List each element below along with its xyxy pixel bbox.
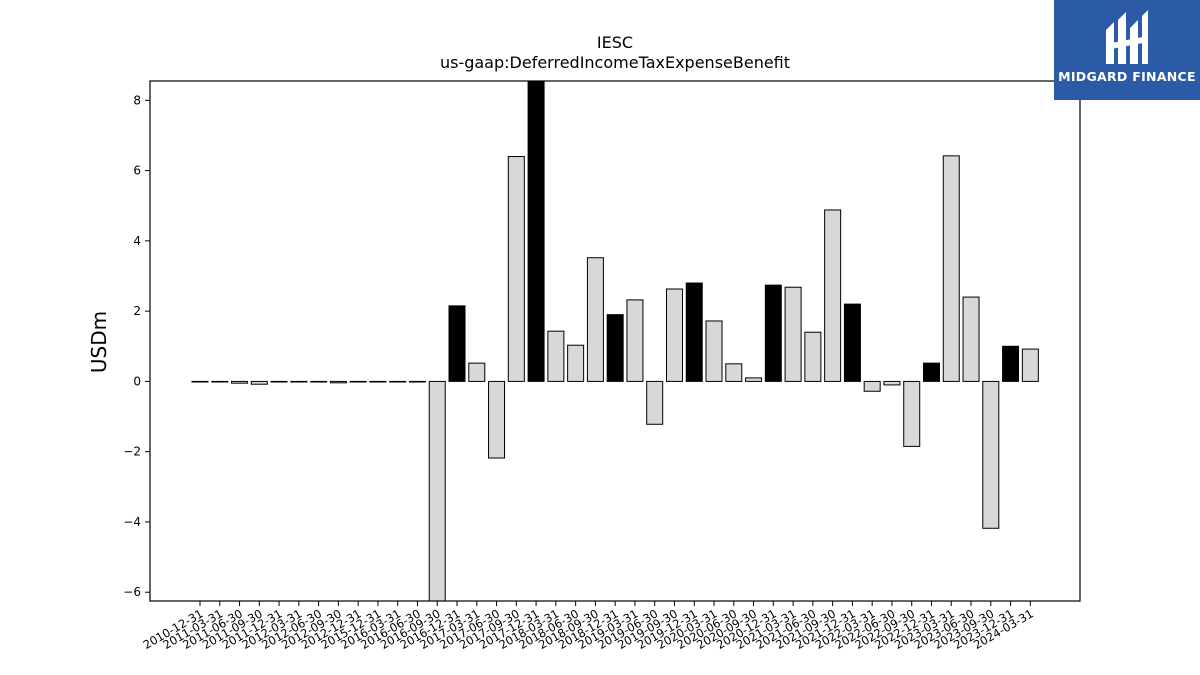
bar-2018-12-31 — [606, 314, 624, 382]
bars-group — [191, 81, 1039, 601]
bar-2020-12-31 — [764, 284, 782, 382]
bar-2018-09-30 — [586, 257, 604, 382]
y-tick-label: −2 — [123, 445, 141, 459]
bar-2023-03-31 — [942, 155, 960, 382]
bar-2017-12-31 — [527, 81, 545, 382]
bar-2011-03-31 — [211, 380, 229, 383]
bar-2011-09-30 — [250, 380, 268, 385]
bar-2012-03-31 — [290, 380, 308, 383]
bar-2018-06-30 — [567, 344, 585, 382]
bar-2023-09-30 — [982, 380, 1000, 529]
bar-2016-03-31 — [389, 380, 407, 383]
bar-2021-12-31 — [843, 303, 861, 382]
bar-2023-06-30 — [962, 296, 980, 382]
bar-2011-06-30 — [231, 380, 249, 384]
bar-2010-12-31 — [191, 380, 209, 383]
bar-2017-03-31 — [468, 362, 486, 382]
bar-2021-03-31 — [784, 286, 802, 382]
logo-text: MIDGARD FINANCE — [1058, 69, 1196, 84]
bar-2015-12-31 — [369, 380, 387, 383]
y-tick-label: −6 — [123, 585, 141, 599]
logo-mark-icon — [1106, 10, 1148, 64]
bar-2016-06-30 — [408, 380, 426, 383]
chart-title: IESC — [596, 33, 634, 52]
bar-2012-09-30 — [329, 380, 347, 384]
bar-2012-06-30 — [310, 380, 328, 383]
bar-2019-09-30 — [665, 288, 683, 382]
bar-2022-09-30 — [903, 380, 921, 447]
bar-2023-12-31 — [1002, 345, 1020, 382]
bar-2021-06-30 — [804, 331, 822, 382]
bar-2022-06-30 — [883, 380, 901, 386]
bar-2017-06-30 — [488, 380, 506, 459]
bar-2017-09-30 — [507, 156, 525, 382]
bar-2016-09-30 — [428, 380, 446, 601]
bar-2021-09-30 — [824, 209, 842, 382]
bar-2020-09-30 — [745, 377, 763, 382]
bar-2012-12-31 — [349, 380, 367, 383]
y-tick-label: 0 — [133, 374, 141, 388]
midgard-finance-logo: MIDGARD FINANCE — [1054, 0, 1200, 100]
y-tick-label: 8 — [133, 93, 141, 107]
y-tick-label: −4 — [123, 515, 141, 529]
y-axis-label: USDm — [87, 310, 111, 374]
y-tick-label: 4 — [133, 234, 141, 248]
bar-2019-03-31 — [626, 299, 644, 382]
bar-2020-03-31 — [705, 320, 723, 382]
y-tick-label: 2 — [133, 304, 141, 318]
bar-2018-03-31 — [547, 330, 565, 382]
bar-2011-12-31 — [270, 380, 288, 383]
chart-subtitle: us-gaap:DeferredIncomeTaxExpenseBenefit — [439, 53, 791, 72]
bar-2019-06-30 — [646, 380, 664, 425]
y-tick-label: 6 — [133, 164, 141, 178]
bar-2024-03-31 — [1021, 348, 1039, 382]
bar-2016-12-31 — [448, 305, 466, 382]
bar-2022-12-31 — [922, 362, 940, 382]
bar-2019-12-31 — [685, 282, 703, 382]
bar-2020-06-30 — [725, 363, 743, 382]
bar-2022-03-31 — [863, 380, 881, 392]
